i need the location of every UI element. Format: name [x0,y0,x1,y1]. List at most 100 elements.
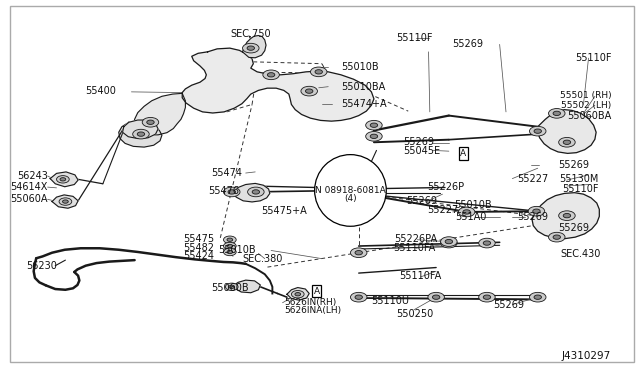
Circle shape [563,140,571,144]
Text: 55110F: 55110F [396,33,432,43]
Circle shape [227,250,233,254]
Text: 55010B: 55010B [341,62,378,73]
Text: 55060BA: 55060BA [567,111,611,121]
Text: 55227: 55227 [517,174,548,185]
Polygon shape [532,193,599,238]
Text: 55226P: 55226P [427,182,464,192]
Circle shape [142,118,159,127]
Polygon shape [52,195,78,208]
Circle shape [227,244,233,248]
Text: 55269: 55269 [452,39,483,49]
Circle shape [440,238,457,248]
Circle shape [355,250,362,255]
Circle shape [291,291,304,298]
Text: 55269: 55269 [558,223,589,233]
Polygon shape [122,120,158,138]
Circle shape [532,209,540,214]
Circle shape [553,111,561,116]
Text: 55130M: 55130M [559,174,598,185]
Text: 55110U: 55110U [371,296,409,306]
Circle shape [247,46,255,50]
Text: 55269: 55269 [406,196,437,206]
Circle shape [529,292,546,302]
Circle shape [534,295,541,299]
Polygon shape [50,172,78,187]
Text: 55475+A: 55475+A [261,206,307,216]
Circle shape [355,295,362,299]
Text: 55501 (RH): 55501 (RH) [560,92,611,100]
Text: SEC.430: SEC.430 [560,249,600,259]
Text: 55269: 55269 [403,137,434,147]
Circle shape [252,190,260,194]
Circle shape [223,236,236,243]
Circle shape [351,292,367,302]
Polygon shape [287,288,309,300]
Polygon shape [119,122,162,147]
Circle shape [365,132,382,141]
Circle shape [529,126,546,136]
Circle shape [63,200,68,203]
Circle shape [295,292,301,296]
Circle shape [351,186,367,195]
Text: 55474+A: 55474+A [341,99,387,109]
Text: A: A [460,149,467,158]
Circle shape [548,232,565,242]
Circle shape [301,86,317,96]
Circle shape [305,89,313,93]
Circle shape [132,129,149,139]
Text: 55010BA: 55010BA [341,82,385,92]
Circle shape [60,178,66,181]
Text: A: A [314,287,320,296]
Circle shape [355,188,362,193]
Circle shape [463,210,470,214]
Text: J4310297: J4310297 [561,351,611,361]
Text: 55400: 55400 [84,87,116,96]
Polygon shape [232,280,260,293]
Circle shape [445,240,452,244]
Text: 55045E: 55045E [404,146,441,156]
Circle shape [263,70,279,80]
Text: 55482: 55482 [183,243,214,253]
Circle shape [563,214,571,218]
Circle shape [228,190,236,194]
Circle shape [548,109,565,118]
Text: 550250: 550250 [397,309,434,319]
Text: SEC.750: SEC.750 [230,29,271,39]
Text: 55476: 55476 [209,186,239,196]
Text: 56243: 56243 [17,171,47,181]
Text: 55060A: 55060A [10,194,47,204]
Circle shape [370,123,378,127]
Circle shape [351,248,367,257]
Circle shape [559,137,575,147]
Text: 56230: 56230 [26,262,57,272]
Text: 55424: 55424 [183,251,214,262]
Circle shape [458,207,475,217]
Polygon shape [233,183,270,202]
Text: N 08918-6081A: N 08918-6081A [315,186,386,195]
Text: 55475: 55475 [183,234,214,244]
Circle shape [479,238,495,248]
Circle shape [445,241,452,245]
Circle shape [243,43,259,53]
Text: 55110FA: 55110FA [393,243,435,253]
Text: 55474: 55474 [212,168,243,178]
Text: 55010B: 55010B [218,246,255,256]
Circle shape [223,248,236,256]
Circle shape [56,176,69,183]
Circle shape [268,73,275,77]
Text: 55502 (LH): 55502 (LH) [561,101,611,110]
Circle shape [225,283,238,291]
Circle shape [248,187,264,197]
Circle shape [223,187,240,197]
Circle shape [433,295,440,299]
Circle shape [483,241,491,245]
Text: (4): (4) [344,194,356,203]
Circle shape [147,120,154,124]
Circle shape [223,242,236,250]
Circle shape [483,295,491,299]
Circle shape [365,121,382,130]
Circle shape [310,67,327,77]
Circle shape [440,237,457,246]
Text: 55060B: 55060B [211,283,249,293]
Polygon shape [134,93,186,135]
